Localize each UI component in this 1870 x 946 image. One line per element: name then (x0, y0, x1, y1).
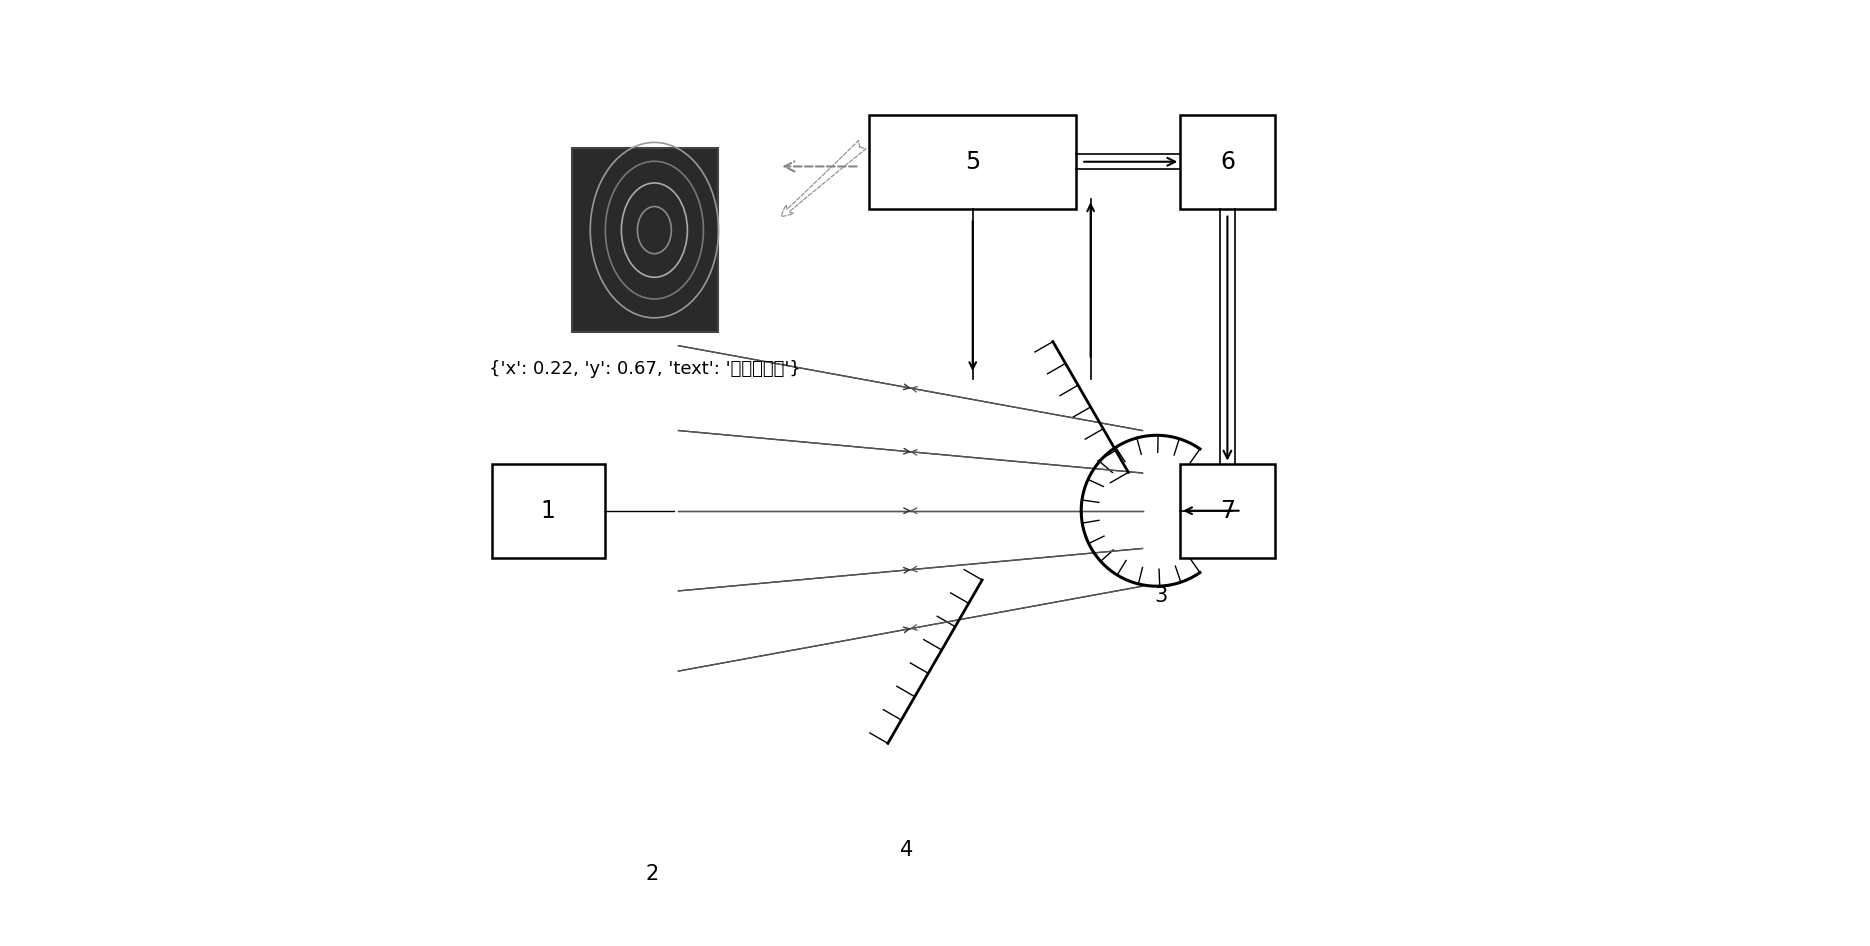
FancyBboxPatch shape (572, 148, 718, 331)
Text: 1: 1 (540, 499, 555, 523)
Text: 3: 3 (1156, 586, 1169, 605)
Text: 4: 4 (899, 840, 913, 860)
FancyBboxPatch shape (870, 114, 1077, 209)
FancyBboxPatch shape (1180, 464, 1275, 558)
Text: 6: 6 (1219, 149, 1234, 174)
Text: 2: 2 (645, 864, 658, 884)
Text: 5: 5 (965, 149, 980, 174)
Text: 7: 7 (1219, 499, 1234, 523)
Text: {'x': 0.22, 'y': 0.67, 'text': '干涉条纹图'}: {'x': 0.22, 'y': 0.67, 'text': '干涉条纹图'} (490, 360, 800, 378)
FancyBboxPatch shape (1180, 114, 1275, 209)
FancyBboxPatch shape (492, 464, 604, 558)
